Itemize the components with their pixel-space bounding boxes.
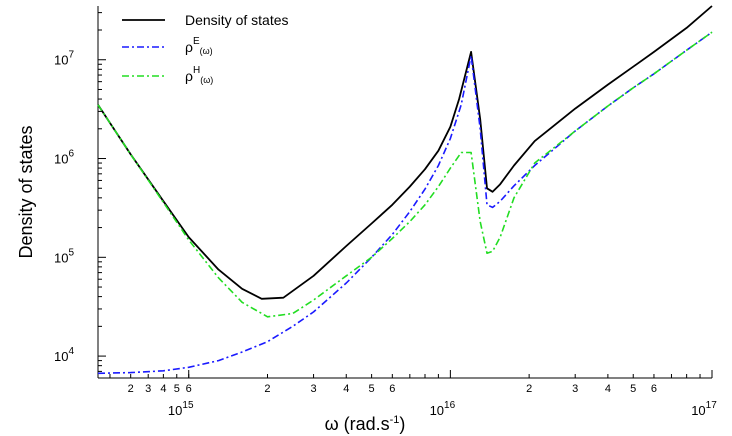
- x-tick-label: 1017: [691, 400, 717, 418]
- x-minor-tick-label: 2: [264, 383, 270, 395]
- x-axis-title-close: ): [399, 414, 405, 434]
- x-tick-label-base: 10: [691, 403, 705, 418]
- series-line-1: [97, 31, 713, 375]
- x-minor-tick-label: 4: [343, 383, 349, 395]
- data-series: [97, 5, 713, 375]
- x-tick-label-exponent: 15: [182, 400, 194, 411]
- x-minor-tick-label: 5: [174, 383, 180, 395]
- legend-subscript: (ω): [200, 46, 213, 56]
- legend-name: ρ: [185, 39, 193, 55]
- x-minor-tick-label: 3: [145, 383, 151, 395]
- x-minor-tick-label: 6: [389, 383, 395, 395]
- x-minor-tick-label: 2: [526, 383, 532, 395]
- legend-label-2: ρH(ω): [185, 65, 213, 85]
- x-minor-tick-label: 4: [160, 383, 166, 395]
- legend-label-0: Density of states: [185, 12, 289, 28]
- x-tick-label-exponent: 17: [706, 400, 718, 411]
- y-tick-label-base: 10: [54, 250, 68, 265]
- y-tick-label-base: 10: [54, 349, 68, 364]
- x-minor-tick-label: 4: [605, 383, 611, 395]
- x-axis-title-superscript: -1: [390, 414, 400, 426]
- y-tick-label: 105: [54, 247, 74, 265]
- x-tick-label-base: 10: [168, 403, 182, 418]
- x-minor-tick-label: 2: [128, 383, 134, 395]
- series-line-2: [97, 31, 713, 318]
- y-tick-label-exponent: 6: [68, 149, 74, 160]
- legend-label-1: ρE(ω): [185, 36, 213, 56]
- y-tick-label-base: 10: [54, 152, 68, 167]
- x-minor-tick-label: 5: [630, 383, 636, 395]
- legend-name: Density of states: [185, 12, 289, 28]
- x-tick-label-exponent: 16: [444, 400, 456, 411]
- y-tick-label: 107: [54, 50, 74, 68]
- legend-superscript: E: [193, 36, 200, 47]
- y-axis-title: Density of states: [16, 125, 36, 258]
- legend-name: ρ: [185, 68, 193, 84]
- plot-axes: [97, 6, 712, 379]
- y-tick-label-exponent: 5: [68, 247, 74, 258]
- series-line-0: [97, 5, 713, 300]
- x-minor-tick-label: 5: [369, 383, 375, 395]
- x-minor-tick-label: 6: [651, 383, 657, 395]
- y-tick-label-exponent: 7: [68, 50, 74, 61]
- x-minor-tick-label: 6: [186, 383, 192, 395]
- y-tick-label-base: 10: [54, 53, 68, 68]
- y-tick-label: 106: [54, 149, 74, 167]
- y-tick-label-exponent: 4: [68, 346, 74, 357]
- x-axis-title: ω (rad.s-1): [325, 414, 406, 434]
- axis-labels: Density of states ω (rad.s-1): [16, 125, 405, 434]
- x-axis-title-main: ω (rad.s: [325, 414, 390, 434]
- y-tick-label: 104: [54, 346, 74, 364]
- x-minor-tick-label: 3: [311, 383, 317, 395]
- x-minor-tick-label: 3: [572, 383, 578, 395]
- legend-superscript: H: [193, 65, 200, 76]
- legend-subscript: (ω): [200, 75, 213, 85]
- x-tick-label: 1016: [430, 400, 456, 418]
- x-tick-label-base: 10: [430, 403, 444, 418]
- x-tick-label: 1015: [168, 400, 194, 418]
